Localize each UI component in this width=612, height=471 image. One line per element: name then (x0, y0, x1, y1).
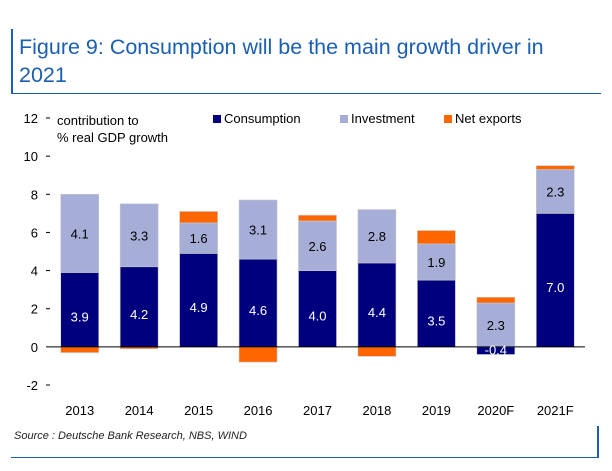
bar-value-label: 1.9 (427, 255, 445, 270)
bar-value-label: 4.0 (308, 309, 326, 324)
bar-investment-2017 (298, 220, 337, 271)
title-divider (11, 93, 601, 94)
frame-bottom-rule (11, 457, 599, 458)
y-tick-label: -2 (26, 378, 38, 393)
y-tick-label: 10 (24, 149, 38, 164)
x-tick-label: 2015 (184, 403, 213, 418)
bar-value-label: -0.4 (485, 343, 507, 358)
y-axis: -2 0 2 4 6 8 10 12 (24, 111, 50, 393)
x-tick-label: 2016 (244, 403, 273, 418)
bar-value-label: 2.6 (308, 239, 326, 254)
bar-net-exports-2020F (476, 296, 516, 304)
bar-net-exports-2016 (238, 346, 278, 363)
legend: Consumption Investment Net exports (213, 111, 522, 126)
legend-swatch-investment (340, 115, 348, 123)
bar-consumption-2015 (179, 253, 218, 348)
bar-consumption-2016 (238, 258, 278, 348)
bar-value-label: 3.5 (427, 313, 445, 328)
bar-value-label: 4.6 (249, 303, 267, 318)
bar-investment-2014 (119, 203, 159, 268)
bar-consumption-2019 (417, 279, 456, 348)
legend-swatch-net-exports (444, 115, 452, 123)
x-tick-label: 2014 (125, 403, 154, 418)
y-tick-label: 8 (31, 187, 38, 202)
bar-value-label: 4.9 (190, 300, 208, 315)
bar-investment-2020F (476, 302, 516, 348)
bar-consumption-2018 (357, 262, 397, 348)
y-tick-label: 12 (24, 111, 38, 126)
bars (60, 165, 575, 363)
stacked-bar-chart: -2 0 2 4 6 8 10 12 3.9 4.1 4.2 3.3 4.9 1.6 4.6 3.1 4.0 2… (24, 111, 585, 418)
bar-value-label: 4.2 (130, 307, 148, 322)
bar-investment-2019 (417, 243, 456, 281)
y-axis-label-line: % real GDP growth (57, 130, 168, 145)
bar-net-exports-2013 (60, 346, 100, 353)
bar-investment-2021F (535, 169, 575, 214)
bar-net-exports-2018 (357, 346, 397, 357)
title-accent-bar (11, 29, 13, 93)
legend-label-net-exports: Net exports (455, 111, 522, 126)
bar-value-label: 3.9 (71, 310, 89, 325)
bar-consumption-2013 (60, 272, 100, 348)
bar-value-label: 2.8 (368, 229, 386, 244)
x-tick-label: 2018 (362, 403, 391, 418)
frame-accent-bar (597, 426, 599, 458)
bar-investment-2015 (179, 222, 218, 254)
y-tick-label: 6 (31, 225, 38, 240)
y-tick-label: 4 (31, 264, 38, 279)
source-note: Source : Deutsche Bank Research, NBS, WI… (14, 430, 247, 442)
y-tick-label: 2 (31, 302, 38, 317)
bar-value-label: 3.1 (249, 223, 267, 238)
bar-value-label: 2.3 (546, 184, 564, 199)
legend-swatch-consumption (213, 115, 221, 123)
bar-value-label: 1.6 (190, 231, 208, 246)
x-tick-label: 2020F (477, 403, 514, 418)
bar-labels: 3.9 4.1 4.2 3.3 4.9 1.6 4.6 3.1 4.0 2.6 4.4 2.8 3.5 1… (71, 184, 565, 357)
legend-label-consumption: Consumption (224, 111, 301, 126)
y-tick-label: 0 (31, 340, 38, 355)
bar-net-exports-2017 (298, 214, 337, 222)
bar-investment-2018 (357, 209, 397, 264)
figure-title: Figure 9: Consumption will be the main g… (19, 35, 544, 87)
x-tick-label: 2013 (65, 403, 94, 418)
x-tick-label: 2017 (303, 403, 332, 418)
bar-investment-2013 (60, 193, 100, 273)
bar-net-exports-2015 (179, 211, 218, 224)
bar-value-label: 2.3 (487, 318, 505, 333)
legend-label-investment: Investment (351, 111, 415, 126)
bar-consumption-2017 (298, 270, 337, 348)
y-axis-label-line: contribution to (57, 113, 139, 128)
bar-value-label: 4.1 (71, 226, 89, 241)
x-tick-label: 2019 (422, 403, 451, 418)
bar-consumption-2014 (119, 266, 159, 348)
bar-value-label: 3.3 (130, 228, 148, 243)
x-tick-label: 2021F (537, 403, 574, 418)
bar-value-label: 7.0 (546, 280, 564, 295)
bar-value-label: 4.4 (368, 305, 386, 320)
bar-investment-2016 (238, 199, 278, 260)
bar-net-exports-2021F (535, 165, 575, 170)
y-axis-label: contribution to % real GDP growth (57, 113, 168, 145)
x-axis: 2013 2014 2015 2016 2017 2018 2019 2020F 2021F (65, 403, 573, 418)
bar-net-exports-2019 (417, 230, 456, 245)
